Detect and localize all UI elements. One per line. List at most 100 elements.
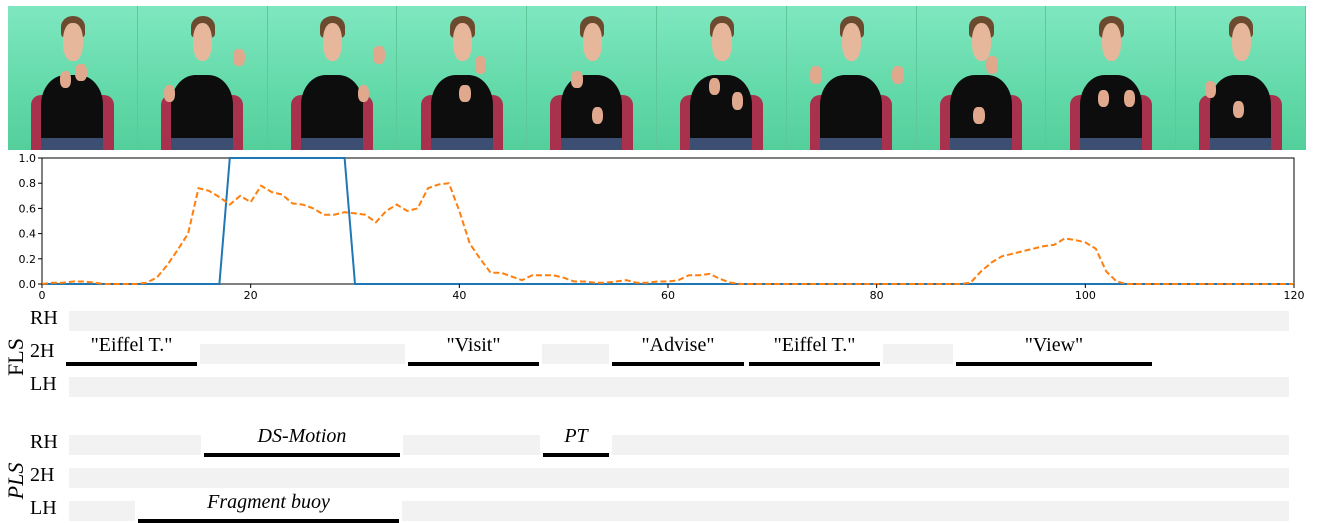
signer-hand bbox=[357, 85, 370, 103]
signer-hand bbox=[731, 92, 744, 110]
video-frame bbox=[8, 6, 138, 150]
tier-row-label: LH bbox=[30, 373, 57, 395]
signer-head bbox=[452, 23, 473, 61]
signer-torso bbox=[1079, 75, 1142, 150]
signer-hand bbox=[74, 63, 87, 81]
tier-empty-track bbox=[69, 435, 201, 455]
signer-torso bbox=[690, 75, 753, 150]
gloss-segment: Fragment buoy bbox=[138, 491, 399, 523]
tier-row-label: LH bbox=[30, 497, 57, 519]
signer-hand bbox=[474, 56, 487, 74]
y-tick-label: 0.2 bbox=[19, 253, 37, 266]
x-tick-label: 80 bbox=[870, 289, 884, 302]
gloss-text: "Eiffel T." bbox=[773, 334, 856, 356]
gloss-duration-bar bbox=[204, 453, 400, 457]
gloss-duration-bar bbox=[543, 453, 609, 457]
plot-frame bbox=[41, 157, 1295, 285]
y-tick-label: 0.8 bbox=[19, 177, 37, 190]
signer-hand bbox=[809, 66, 822, 84]
signer-head bbox=[322, 23, 343, 61]
signer-hand bbox=[570, 70, 583, 89]
signer-jeans bbox=[690, 138, 753, 150]
signer-jeans bbox=[820, 138, 883, 150]
gloss-duration-bar bbox=[138, 519, 399, 523]
tier-empty-track bbox=[200, 344, 405, 364]
gloss-duration-bar bbox=[956, 362, 1152, 366]
axis-layer: 0 20 40 60 80 100 120 0.0 0.2 0.4 0.6 0.8 1.0 bbox=[19, 152, 1305, 302]
tier-row-label: 2H bbox=[30, 340, 55, 362]
signer-head bbox=[842, 23, 862, 61]
video-frame bbox=[916, 6, 1047, 150]
video-frame bbox=[656, 6, 787, 150]
signer-hand bbox=[1097, 89, 1110, 107]
signer-hand bbox=[1204, 80, 1217, 99]
gloss-duration-bar bbox=[749, 362, 880, 366]
x-tick-label: 40 bbox=[452, 289, 466, 302]
tier-empty-track bbox=[403, 435, 540, 455]
gloss-text: "Eiffel T." bbox=[90, 334, 173, 356]
signer-hand bbox=[1232, 101, 1245, 119]
signer-torso bbox=[41, 75, 104, 150]
tier-group-label: PLS bbox=[3, 462, 28, 500]
gloss-text: "Advise" bbox=[641, 334, 715, 356]
x-tick-label: 120 bbox=[1284, 289, 1305, 302]
series-layer bbox=[41, 157, 1294, 285]
tier-empty-track bbox=[612, 435, 1289, 455]
x-tick-label: 60 bbox=[661, 289, 675, 302]
y-tick-label: 0.0 bbox=[19, 278, 37, 291]
signer-hand bbox=[973, 106, 985, 125]
video-frame bbox=[527, 6, 657, 150]
x-tick-label: 0 bbox=[39, 289, 46, 302]
video-frame bbox=[1046, 6, 1177, 150]
signer-hand bbox=[986, 56, 998, 74]
tier-empty-track bbox=[69, 468, 1289, 488]
gloss-duration-bar bbox=[612, 362, 744, 366]
gloss-segment: "Eiffel T." bbox=[66, 334, 197, 366]
y-tick-label: 1.0 bbox=[19, 152, 37, 165]
tier-empty-track bbox=[69, 377, 1289, 397]
signer-head bbox=[1101, 23, 1122, 61]
signer-jeans bbox=[1209, 138, 1272, 150]
probability-chart: 0 20 40 60 80 100 120 0.0 0.2 0.4 0.6 0.8 1.0 bbox=[19, 152, 1305, 302]
tier-row-label: RH bbox=[30, 307, 58, 329]
tier-empty-track bbox=[69, 311, 1289, 331]
gloss-duration-bar bbox=[408, 362, 539, 366]
signer-hand bbox=[591, 106, 604, 125]
tier-empty-track bbox=[542, 344, 609, 364]
signer-head bbox=[193, 23, 213, 61]
gloss-text: "Visit" bbox=[446, 334, 501, 356]
tier-empty-track bbox=[883, 344, 953, 364]
tier-row-label: 2H bbox=[30, 464, 55, 486]
gloss-segment: "View" bbox=[956, 334, 1152, 366]
y-tick-label: 0.4 bbox=[19, 228, 37, 241]
tier-empty-track bbox=[402, 501, 1289, 521]
signer-hand bbox=[1123, 89, 1136, 107]
signer-jeans bbox=[41, 138, 104, 150]
gloss-text: PT bbox=[564, 425, 588, 447]
tier-row-label: RH bbox=[30, 431, 58, 453]
video-frame bbox=[267, 6, 398, 150]
gloss-segment: "Eiffel T." bbox=[749, 334, 880, 366]
signer-hand bbox=[459, 85, 471, 103]
tier-empty-track bbox=[69, 501, 135, 521]
gloss-segment: PT bbox=[543, 425, 609, 457]
signer-hand bbox=[892, 66, 904, 84]
gloss-text: Fragment buoy bbox=[207, 491, 330, 513]
video-frame bbox=[1176, 6, 1306, 150]
video-frame bbox=[137, 6, 268, 150]
signer-hand bbox=[163, 85, 176, 103]
signer-hand bbox=[233, 49, 245, 67]
dashed-series-line bbox=[41, 182, 1294, 285]
gloss-segment: DS-Motion bbox=[204, 425, 400, 457]
gloss-text: DS-Motion bbox=[257, 425, 347, 447]
signer-head bbox=[712, 23, 732, 61]
video-frame bbox=[397, 6, 528, 150]
signer-jeans bbox=[171, 138, 234, 150]
signer-torso bbox=[301, 75, 363, 150]
gloss-segment: "Visit" bbox=[408, 334, 539, 366]
signer-jeans bbox=[950, 138, 1012, 150]
signer-jeans bbox=[301, 138, 363, 150]
x-tick-label: 100 bbox=[1075, 289, 1096, 302]
signer-head bbox=[63, 23, 83, 61]
solid-series-line bbox=[42, 157, 1294, 285]
